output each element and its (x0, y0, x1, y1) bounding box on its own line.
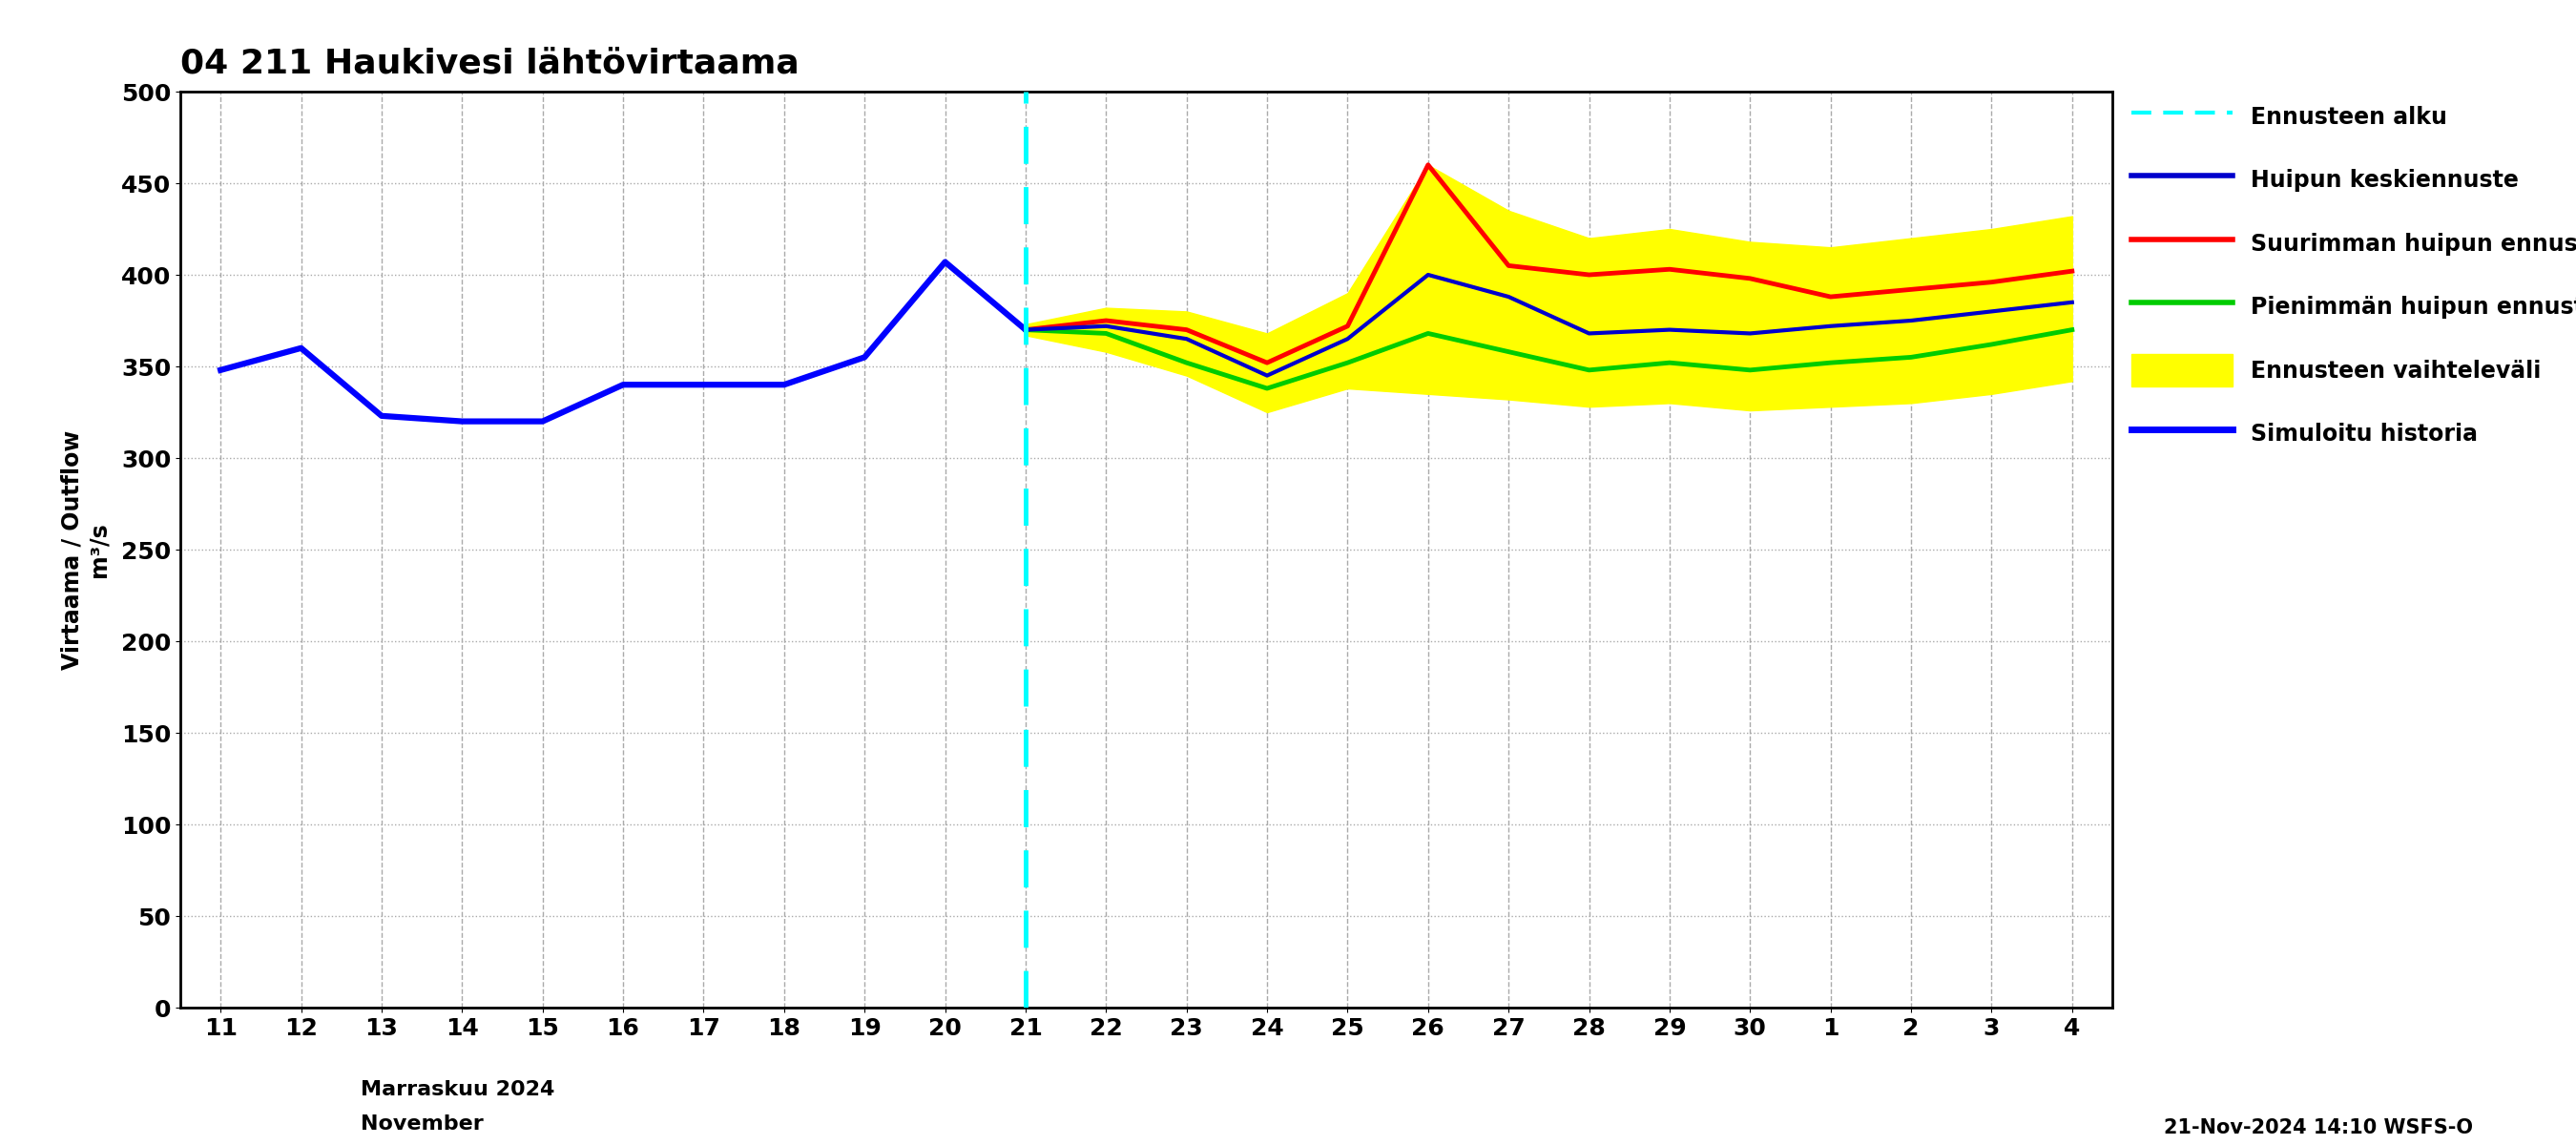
Legend: Ennusteen alku, Huipun keskiennuste, Suurimman huipun ennuste, Pienimmän huipun : Ennusteen alku, Huipun keskiennuste, Suu… (2123, 92, 2576, 459)
Text: November: November (361, 1114, 484, 1134)
Y-axis label: Virtaama / Outflow
m³/s: Virtaama / Outflow m³/s (62, 429, 111, 670)
Text: 04 211 Haukivesi lähtövirtaama: 04 211 Haukivesi lähtövirtaama (180, 47, 799, 80)
Text: Marraskuu 2024: Marraskuu 2024 (361, 1080, 554, 1099)
Text: 21-Nov-2024 14:10 WSFS-O: 21-Nov-2024 14:10 WSFS-O (2164, 1119, 2473, 1137)
